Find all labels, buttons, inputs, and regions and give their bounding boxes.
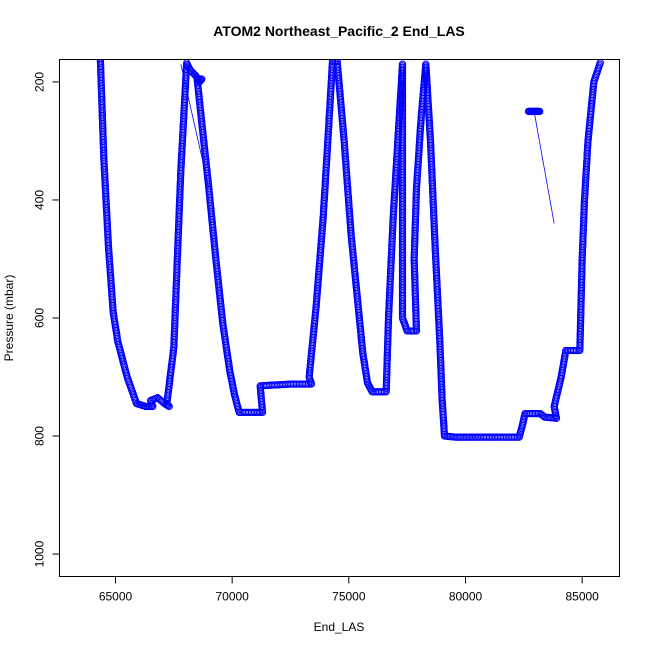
- y-tick-label: 600: [33, 308, 47, 328]
- x-tick-label: 85000: [565, 590, 599, 604]
- data-point: [538, 411, 547, 420]
- y-tick-label: 200: [33, 72, 47, 92]
- y-tick-label: 1000: [33, 540, 47, 567]
- data-point: [536, 107, 544, 116]
- connector-line: [180, 64, 210, 189]
- data-point: [367, 386, 376, 395]
- y-axis-label: Pressure (mbar): [2, 275, 16, 362]
- data-point: [596, 59, 604, 67]
- x-tick-label: 70000: [215, 590, 249, 604]
- x-tick-label: 80000: [449, 590, 483, 604]
- connector-line: [533, 112, 555, 224]
- y-tick-label: 800: [33, 426, 47, 446]
- chart-title: ATOM2 Northeast_Pacific_2 End_LAS: [213, 23, 465, 39]
- plot-points: [96, 59, 604, 441]
- x-axis: 65000 70000 75000 80000 85000: [99, 576, 599, 604]
- y-tick-label: 400: [33, 190, 47, 210]
- data-point: [163, 400, 172, 409]
- x-tick-label: 75000: [332, 590, 366, 604]
- x-tick-label: 65000: [99, 590, 133, 604]
- plot-frame: [59, 59, 620, 577]
- y-axis: 200 400 600 800 1000: [33, 72, 60, 567]
- x-axis-label: End_LAS: [314, 620, 365, 634]
